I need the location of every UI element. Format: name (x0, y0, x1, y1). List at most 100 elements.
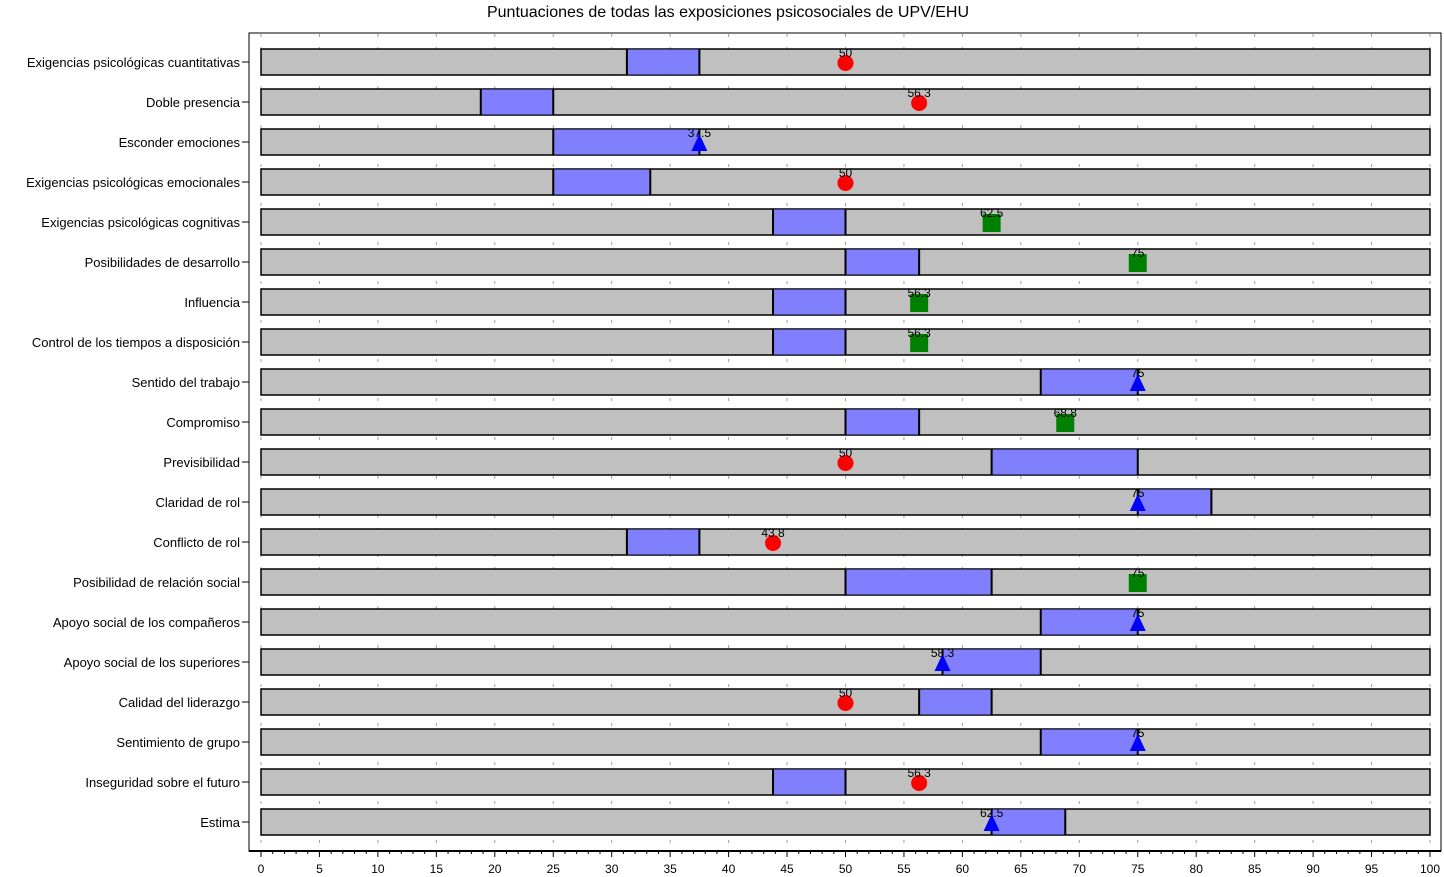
x-tick-label: 20 (488, 862, 502, 876)
range-bar (918, 688, 993, 716)
range-bar (1040, 728, 1139, 756)
range-bar (942, 648, 1042, 676)
range-bar (772, 208, 846, 236)
x-tick-label: 45 (780, 862, 794, 876)
score-value-label: 50 (839, 446, 853, 460)
background-bar (260, 368, 1431, 396)
range-bar (552, 128, 700, 156)
score-value-label: 75 (1131, 486, 1145, 500)
score-marker-circle (837, 695, 854, 711)
category-label: Doble presencia (146, 95, 241, 110)
score-value-label: 50 (839, 686, 853, 700)
score-marker-circle (837, 455, 854, 471)
category-label: Control de los tiempos a disposición (32, 335, 240, 350)
range-bar (845, 248, 920, 276)
score-value-label: 75 (1131, 726, 1145, 740)
score-marker-circle (765, 535, 782, 551)
background-bar (260, 648, 1431, 676)
score-value-label: 56.3 (907, 326, 931, 340)
score-marker-circle (837, 55, 854, 71)
background-bar (260, 528, 1431, 556)
score-value-label: 75 (1131, 246, 1145, 260)
x-tick-label: 35 (663, 862, 677, 876)
score-marker-triangle (983, 814, 1000, 831)
category-label: Apoyo social de los superiores (64, 655, 241, 670)
score-marker-circle (837, 175, 854, 191)
category-label: Exigencias psicológicas cognitivas (41, 215, 240, 230)
background-bar (260, 728, 1431, 756)
score-marker-triangle (934, 654, 951, 671)
x-tick-label: 0 (258, 862, 265, 876)
range-bar (1137, 488, 1212, 516)
x-tick-label: 95 (1365, 862, 1379, 876)
score-marker-square (1128, 254, 1147, 272)
score-value-label: 75 (1131, 366, 1145, 380)
chart-title: Puntuaciones de todas las exposiciones p… (486, 4, 970, 21)
x-tick-label: 15 (430, 862, 444, 876)
score-value-label: 68.8 (1054, 406, 1078, 420)
category-label: Calidad del liderazgo (119, 695, 240, 710)
x-tick-label: 90 (1306, 862, 1320, 876)
score-marker-square (1056, 414, 1075, 432)
score-value-label: 50 (839, 166, 853, 180)
score-marker-triangle (1129, 614, 1146, 631)
category-label: Exigencias psicológicas cuantitativas (27, 55, 241, 70)
category-label: Inseguridad sobre el futuro (85, 775, 240, 790)
x-tick-label: 60 (956, 862, 970, 876)
x-tick-label: 55 (897, 862, 911, 876)
x-tick-label: 10 (371, 862, 385, 876)
background-bar (260, 608, 1431, 636)
background-bar (260, 128, 1431, 156)
score-value-label: 58.3 (931, 646, 955, 660)
score-marker-triangle (1129, 734, 1146, 751)
category-label: Posibilidades de desarrollo (85, 255, 240, 270)
category-label: Estima (200, 815, 241, 830)
category-label: Exigencias psicológicas emocionales (26, 175, 240, 190)
range-bar (991, 808, 1066, 836)
range-bar (845, 408, 920, 436)
range-bar (1040, 608, 1139, 636)
x-tick-label: 25 (547, 862, 561, 876)
x-tick-label: 75 (1131, 862, 1145, 876)
score-value-label: 37.5 (688, 126, 712, 140)
category-label: Posibilidad de relación social (73, 575, 240, 590)
range-bar (991, 448, 1139, 476)
x-tick-label: 50 (839, 862, 853, 876)
score-value-label: 56.3 (907, 286, 931, 300)
x-tick-label: 65 (1014, 862, 1028, 876)
score-marker-triangle (1129, 494, 1146, 511)
score-marker-circle (911, 775, 928, 791)
range-bar (480, 88, 554, 116)
range-bar (772, 768, 846, 796)
x-tick-label: 5 (316, 862, 323, 876)
range-bar (772, 288, 846, 316)
score-value-label: 50 (839, 46, 853, 60)
category-label: Conflicto de rol (153, 535, 240, 550)
range-bar (626, 528, 700, 556)
score-marker-circle (911, 95, 928, 111)
score-value-label: 75 (1131, 606, 1145, 620)
range-bar (772, 328, 846, 356)
background-bar (260, 88, 1431, 116)
category-label: Sentimiento de grupo (116, 735, 240, 750)
score-value-label: 56.3 (907, 766, 931, 780)
x-tick-label: 40 (722, 862, 736, 876)
score-marker-triangle (691, 134, 708, 151)
background-bar (260, 488, 1431, 516)
score-marker-square (1128, 574, 1147, 592)
x-tick-label: 70 (1073, 862, 1087, 876)
range-bar (845, 568, 993, 596)
score-value-label: 62.5 (980, 806, 1004, 820)
range-bar (1040, 368, 1139, 396)
category-label: Previsibilidad (163, 455, 240, 470)
category-label: Claridad de rol (155, 495, 240, 510)
x-tick-label: 30 (605, 862, 619, 876)
x-tick-label: 85 (1248, 862, 1262, 876)
score-value-label: 62.5 (980, 206, 1004, 220)
score-value-label: 75 (1131, 566, 1145, 580)
category-label: Compromiso (166, 415, 240, 430)
category-label: Influencia (184, 295, 240, 310)
category-label: Esconder emociones (119, 135, 241, 150)
x-tick-label: 80 (1190, 862, 1204, 876)
